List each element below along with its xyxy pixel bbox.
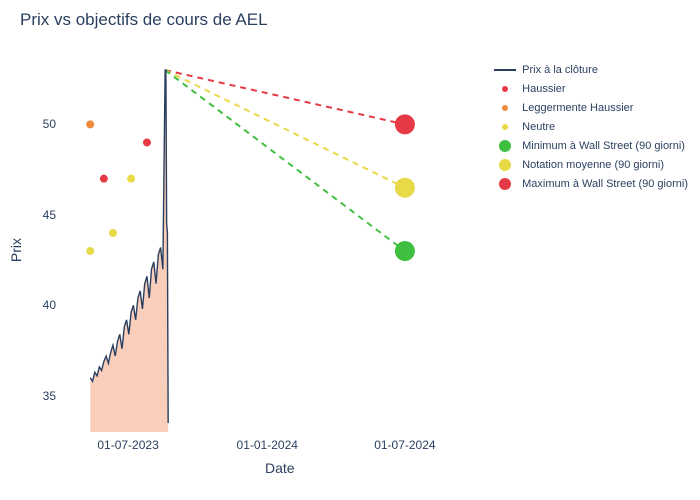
- legend-item: Leggermente Haussier: [494, 98, 688, 117]
- legend-label: Notation moyenne (90 giorni): [522, 159, 664, 171]
- target-marker: [395, 114, 415, 134]
- x-tick: 01-07-2023: [97, 438, 158, 452]
- y-tick: 40: [26, 298, 56, 312]
- legend-item: Minimum à Wall Street (90 giorni): [494, 136, 688, 155]
- legend-label: Minimum à Wall Street (90 giorni): [522, 140, 685, 152]
- legend-label: Maximum à Wall Street (90 giorni): [522, 178, 688, 190]
- legend-label: Prix à la clôture: [522, 64, 598, 76]
- y-axis-label: Prix: [8, 238, 24, 262]
- legend-item: Neutre: [494, 117, 688, 136]
- legend-swatch: [502, 124, 508, 130]
- target-marker: [395, 178, 415, 198]
- x-axis-label: Date: [265, 460, 295, 476]
- legend-item: Maximum à Wall Street (90 giorni): [494, 174, 688, 193]
- legend-item: Prix à la clôture: [494, 60, 688, 79]
- legend-swatch: [499, 178, 511, 190]
- rating-dot: [86, 247, 94, 255]
- projection-line: [165, 70, 405, 188]
- legend: Prix à la clôture Haussier Leggermente Hau…: [494, 60, 688, 193]
- rating-dot: [86, 120, 94, 128]
- legend-swatch: [499, 140, 511, 152]
- y-tick: 45: [26, 208, 56, 222]
- legend-swatch: [502, 105, 508, 111]
- legend-swatch: [494, 69, 516, 71]
- legend-swatch: [499, 159, 511, 171]
- legend-label: Leggermente Haussier: [522, 102, 633, 114]
- legend-item: Haussier: [494, 79, 688, 98]
- price-area: [90, 70, 168, 432]
- target-marker: [395, 241, 415, 261]
- plot-area: 3540455001-07-202301-01-202401-07-2024: [60, 52, 476, 432]
- rating-dot: [109, 229, 117, 237]
- legend-label: Neutre: [522, 121, 555, 133]
- rating-dot: [127, 175, 135, 183]
- legend-item: Notation moyenne (90 giorni): [494, 155, 688, 174]
- x-tick: 01-07-2024: [374, 438, 435, 452]
- rating-dot: [100, 175, 108, 183]
- rating-dot: [143, 138, 151, 146]
- y-tick: 50: [26, 117, 56, 131]
- legend-swatch: [502, 86, 508, 92]
- legend-label: Haussier: [522, 83, 565, 95]
- chart-svg: [60, 52, 476, 432]
- x-tick: 01-01-2024: [237, 438, 298, 452]
- chart-title: Prix vs objectifs de cours de AEL: [20, 10, 268, 30]
- y-tick: 35: [26, 389, 56, 403]
